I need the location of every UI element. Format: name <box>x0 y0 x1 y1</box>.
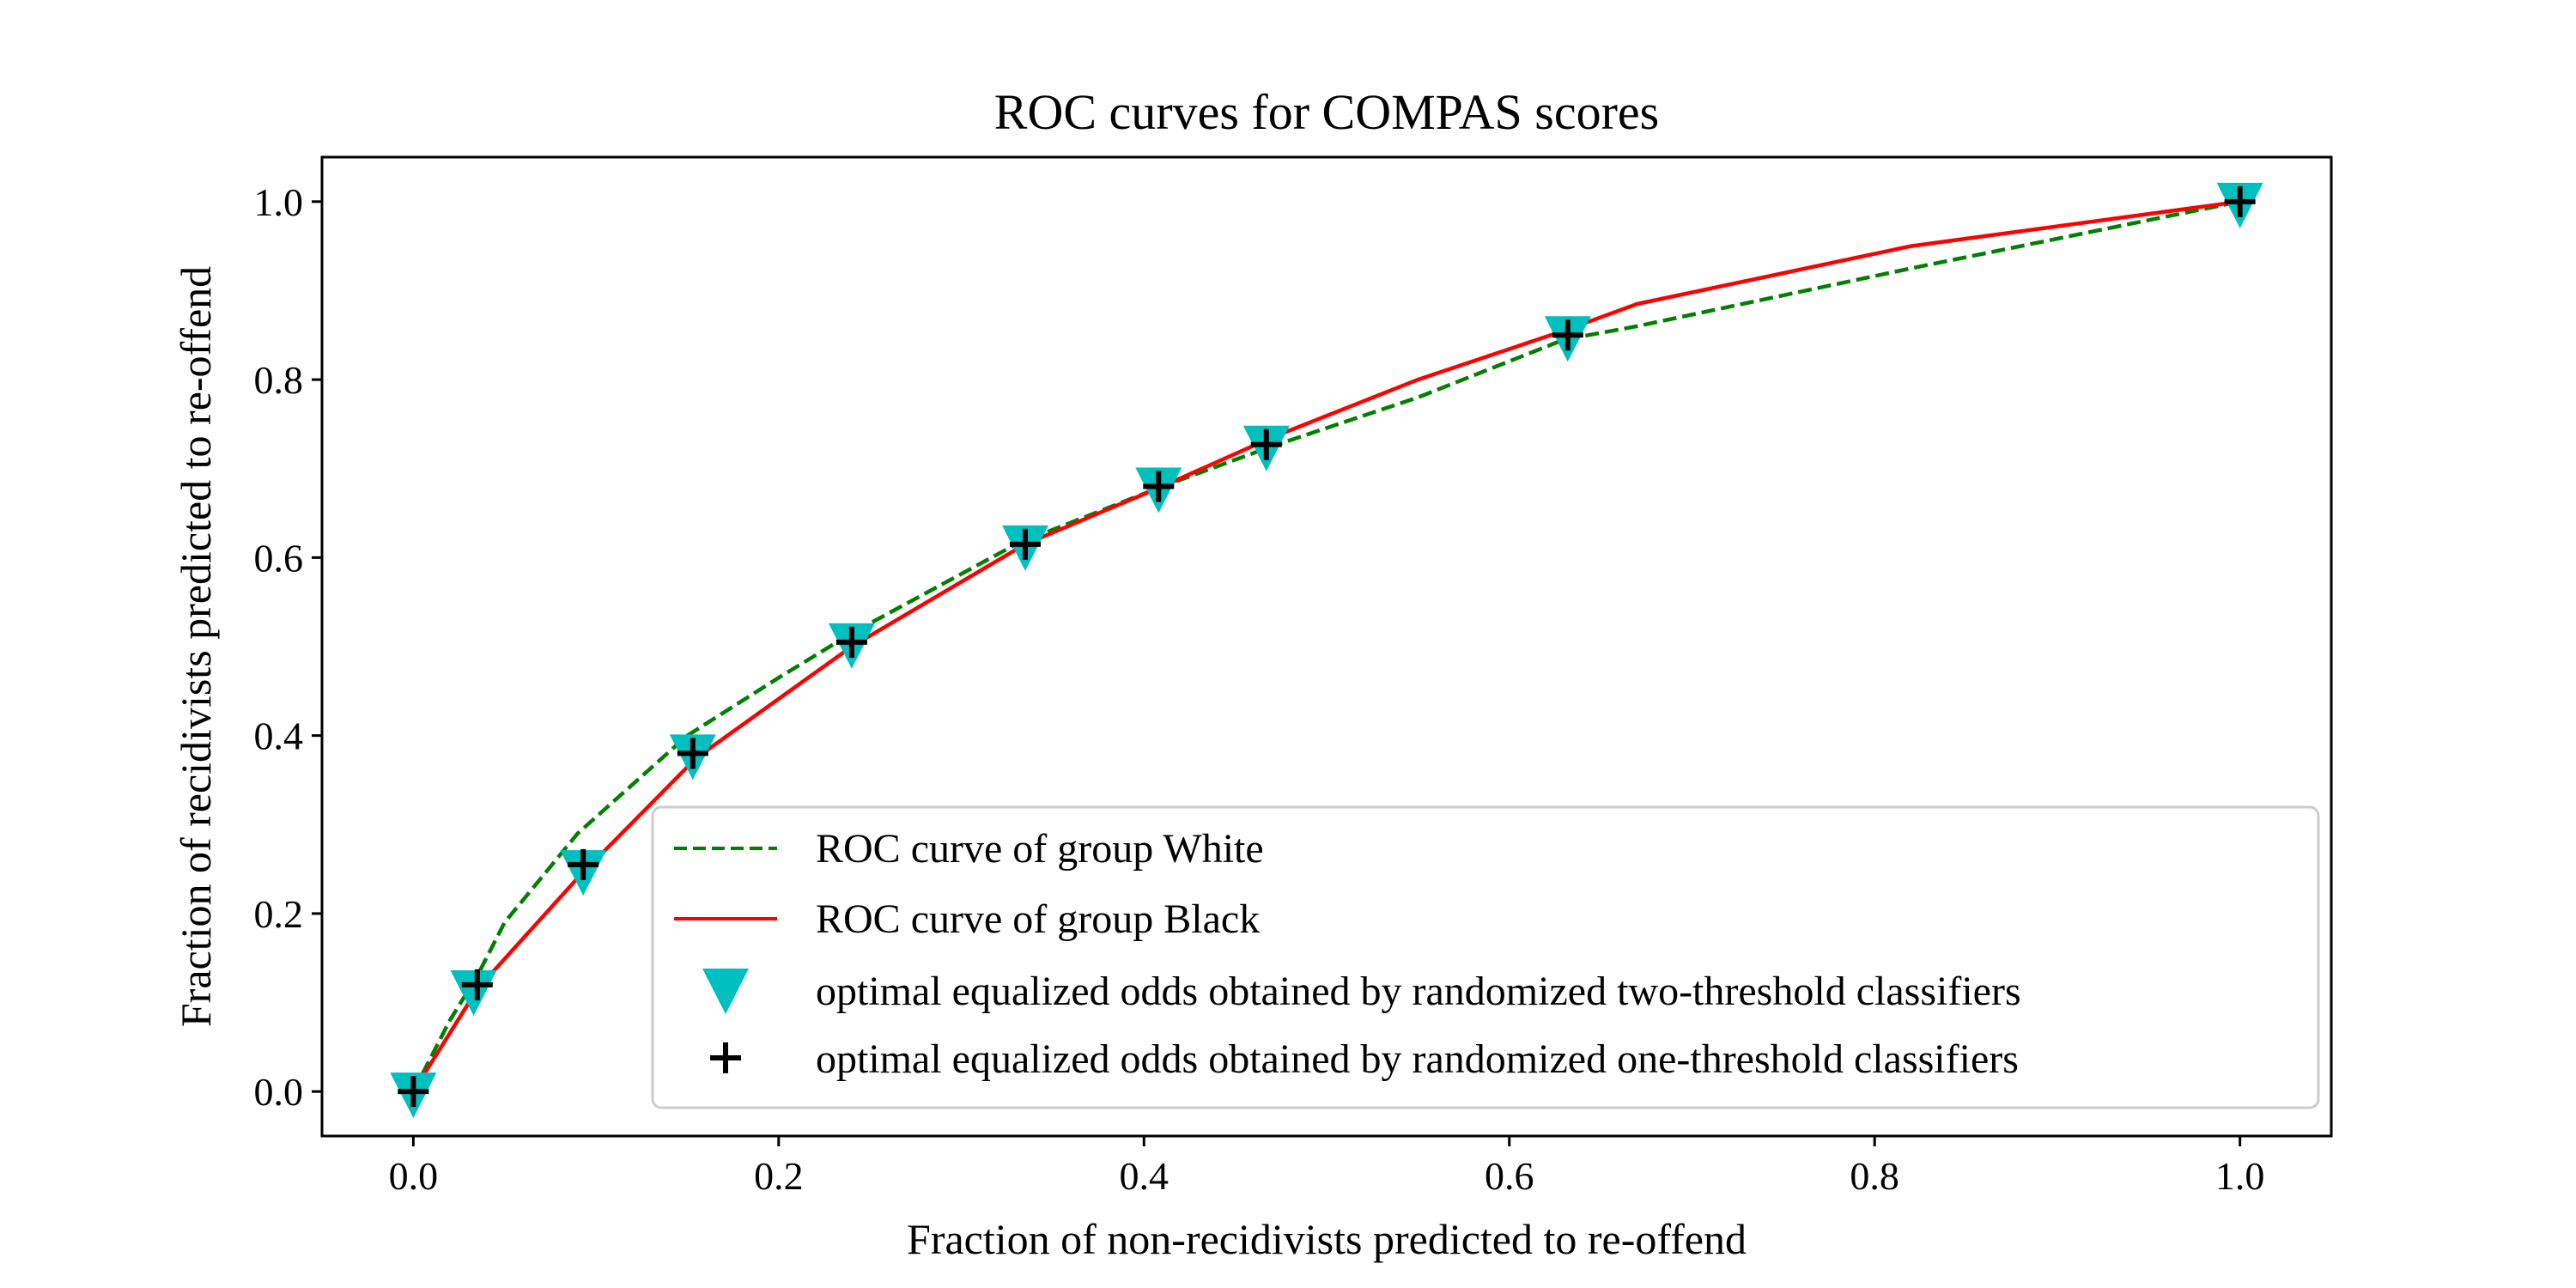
x-tick-label: 0.8 <box>1850 1154 1899 1198</box>
x-tick-label: 0.4 <box>1120 1154 1170 1198</box>
y-tick-label: 0.2 <box>254 892 304 936</box>
legend-label-two-threshold: optimal equalized odds obtained by rando… <box>816 969 2021 1014</box>
y-tick-label: 0.0 <box>254 1070 304 1114</box>
one-threshold-marker <box>461 969 493 1000</box>
x-tick-label: 0.6 <box>1485 1154 1534 1198</box>
x-tick-label: 1.0 <box>2215 1154 2265 1198</box>
legend-box <box>651 805 2320 1109</box>
legend-label-black: ROC curve of group Black <box>816 896 1260 942</box>
one-threshold-marker <box>1552 319 1583 351</box>
legend-label-one-threshold: optimal equalized odds obtained by rando… <box>816 1036 2019 1082</box>
y-tick-label: 0.6 <box>254 536 304 580</box>
plot-area <box>390 182 2263 1119</box>
legend-handle-triangle-marker <box>702 969 749 1014</box>
axis-ticks: 0.0 0.2 0.4 0.6 0.8 1.0 0.0 0.2 0.4 0.6 0.8 1.0 <box>254 180 2265 1198</box>
one-threshold-marker <box>2224 185 2256 217</box>
x-tick-label: 0.2 <box>754 1154 804 1198</box>
one-threshold-marker <box>1010 528 1041 560</box>
y-tick-label: 0.4 <box>254 714 304 758</box>
one-threshold-marker <box>1143 471 1175 502</box>
one-threshold-marker <box>677 738 708 769</box>
legend-label-white: ROC curve of group White <box>816 826 1264 872</box>
x-tick-label: 0.0 <box>389 1154 439 1198</box>
y-tick-label: 1.0 <box>254 180 304 224</box>
one-threshold-marker <box>835 626 867 658</box>
roc-line-white <box>411 199 2241 1093</box>
one-threshold-marker <box>568 848 599 880</box>
x-axis-label: Fraction of non-recidivists predicted to… <box>907 1215 1747 1263</box>
two-threshold-marker <box>450 970 497 1016</box>
y-axis-label: Fraction of recidivists predicted to re-… <box>172 266 220 1027</box>
legend: ROC curve of group White ROC curve of gr… <box>651 805 2320 1109</box>
y-tick-label: 0.8 <box>254 358 304 402</box>
one-threshold-marker <box>398 1076 429 1108</box>
legend-handle-plus-marker <box>710 1042 741 1073</box>
chart-title: ROC curves for COMPAS scores <box>994 84 1659 140</box>
plot-frame <box>320 155 2333 1138</box>
one-threshold-marker <box>1250 428 1282 460</box>
